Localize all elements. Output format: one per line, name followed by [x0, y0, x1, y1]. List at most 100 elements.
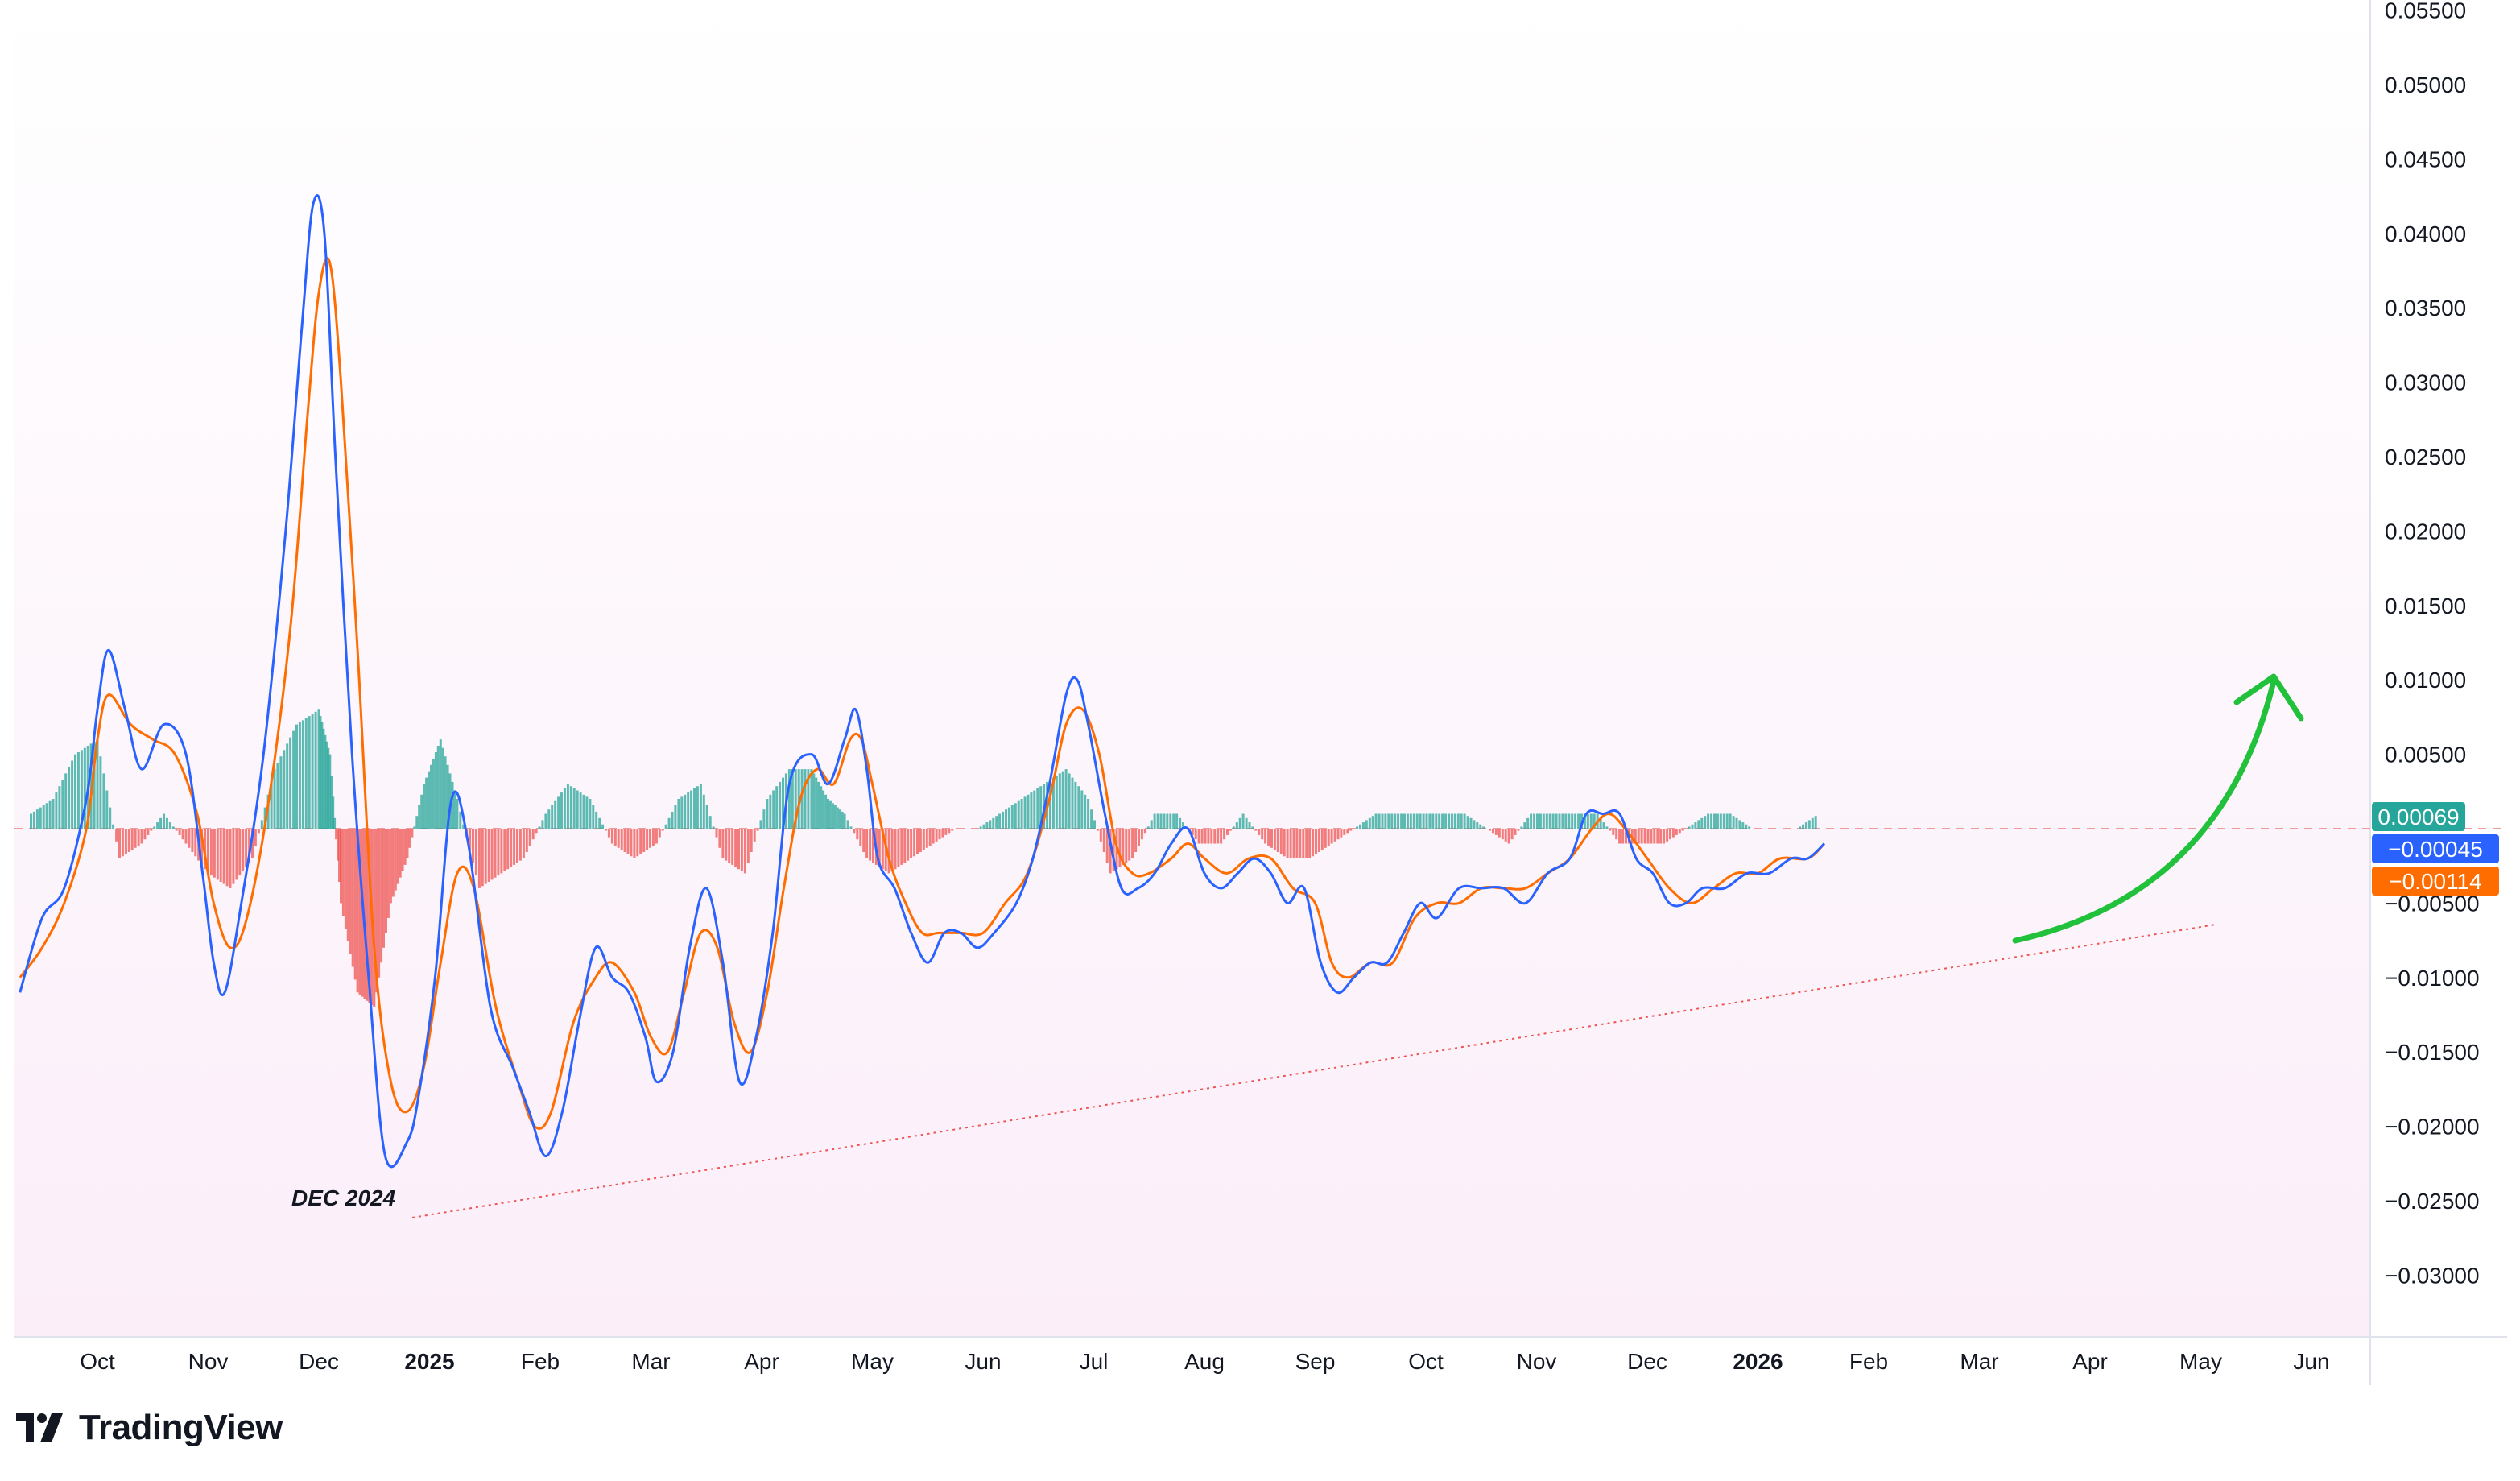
histogram-bar — [332, 796, 335, 829]
histogram-bar — [235, 829, 238, 880]
histogram-bar — [1599, 817, 1602, 829]
histogram-bar — [623, 829, 626, 852]
histogram-bar — [1349, 829, 1353, 831]
histogram-bar — [1264, 829, 1267, 844]
histogram-bar — [938, 829, 941, 840]
histogram-bar — [83, 747, 86, 829]
histogram-price-label: 0.00069 — [2372, 802, 2465, 831]
histogram-bar — [1634, 829, 1637, 844]
histogram-bar — [1267, 829, 1270, 846]
histogram-bar — [630, 829, 633, 857]
histogram-bar — [750, 829, 753, 852]
histogram-bar — [368, 829, 371, 1003]
histogram-bar — [500, 829, 503, 874]
histogram-bar — [356, 829, 359, 993]
histogram-bar — [1504, 829, 1507, 842]
histogram-bar — [178, 829, 181, 835]
histogram-bar — [1166, 813, 1169, 829]
signal-price-label: −0.00114 — [2372, 867, 2499, 896]
histogram-bar — [30, 813, 32, 829]
histogram-bar — [373, 829, 376, 1007]
svg-text:−0.00045: −0.00045 — [2388, 837, 2483, 862]
histogram-bar — [273, 769, 276, 829]
y-tick-label: 0.03500 — [2385, 296, 2466, 321]
svg-text:−0.00114: −0.00114 — [2389, 869, 2482, 894]
histogram-bar — [1140, 829, 1143, 840]
histogram-bar — [1241, 813, 1245, 829]
histogram-bar — [1568, 813, 1571, 829]
y-tick-label: 0.04500 — [2385, 147, 2466, 172]
histogram-bar — [516, 829, 518, 863]
histogram-bar — [96, 739, 99, 829]
histogram-bar — [1017, 800, 1020, 829]
histogram-bar — [680, 796, 684, 829]
histogram-bar — [658, 829, 661, 838]
histogram-bar — [225, 829, 229, 887]
histogram-bar — [1716, 813, 1719, 829]
histogram-bar — [664, 824, 667, 829]
histogram-bar — [165, 817, 168, 829]
histogram-bar — [1232, 826, 1235, 829]
histogram-bar — [366, 829, 369, 1001]
histogram-bar — [531, 829, 535, 840]
histogram-bar — [696, 786, 699, 829]
svg-text:0.00069: 0.00069 — [2377, 805, 2459, 829]
price-scale[interactable]: 0.05500 0.05000 0.04500 0.04000 0.03500 0.030… — [2385, 0, 2480, 1288]
histogram-bar — [1548, 813, 1551, 829]
histogram-bar — [484, 829, 487, 884]
tradingview-logo[interactable]: TradingView — [16, 1408, 283, 1448]
histogram-bar — [1292, 829, 1295, 858]
histogram-bar — [1084, 794, 1087, 829]
histogram-bar — [238, 829, 242, 876]
histogram-bar — [849, 826, 853, 829]
histogram-bar — [181, 829, 184, 840]
histogram-bar — [506, 829, 510, 870]
histogram-bar — [428, 771, 430, 829]
histogram-bar — [35, 809, 39, 829]
histogram-bar — [1279, 829, 1283, 854]
histogram-bar — [1055, 776, 1058, 829]
histogram-bar — [207, 829, 209, 874]
histogram-bar — [1093, 820, 1096, 829]
histogram-bar — [743, 829, 746, 874]
x-tick-label: Dec — [1627, 1349, 1667, 1374]
histogram-bar — [1621, 829, 1625, 844]
dec-2024-annotation: DEC 2024 — [291, 1185, 396, 1210]
histogram-bar — [941, 829, 944, 838]
histogram-bar — [45, 803, 48, 829]
histogram-bar — [547, 809, 551, 829]
time-scale[interactable]: Oct Nov Dec 2025 Feb Mar Apr May Jun Jul Aug Sep Oct… — [80, 1349, 2329, 1374]
histogram-bar — [907, 829, 910, 861]
y-tick-label: 0.00500 — [2385, 743, 2466, 767]
histogram-bar — [406, 829, 409, 858]
histogram-bar — [469, 829, 472, 850]
histogram-bar — [1105, 829, 1109, 863]
histogram-bar — [434, 752, 437, 829]
x-tick-label: Mar — [631, 1349, 670, 1374]
histogram-bar — [1023, 796, 1027, 829]
histogram-bar — [1333, 829, 1336, 842]
histogram-bar — [1387, 813, 1390, 829]
histogram-bar — [399, 829, 402, 878]
histogram-bar — [1441, 813, 1444, 829]
histogram-bar — [1555, 813, 1558, 829]
histogram-bar — [391, 829, 395, 897]
histogram-bar — [380, 829, 383, 963]
histogram-bar — [1558, 813, 1561, 829]
histogram-bar — [219, 829, 222, 882]
histogram-bar — [251, 829, 254, 858]
histogram-bar — [979, 826, 982, 829]
histogram-bar — [213, 829, 216, 878]
histogram-bar — [456, 799, 459, 829]
histogram-bar — [130, 829, 134, 850]
histogram-bar — [1802, 824, 1804, 829]
histogram-bar — [432, 758, 435, 829]
histogram-bar — [298, 722, 301, 829]
histogram-bar — [1460, 813, 1463, 829]
histogram-bar — [1514, 829, 1517, 835]
tradingview-logo-text: TradingView — [79, 1408, 283, 1447]
histogram-bar — [633, 829, 636, 858]
histogram-bar — [1681, 829, 1684, 831]
histogram-bar — [1520, 826, 1523, 829]
